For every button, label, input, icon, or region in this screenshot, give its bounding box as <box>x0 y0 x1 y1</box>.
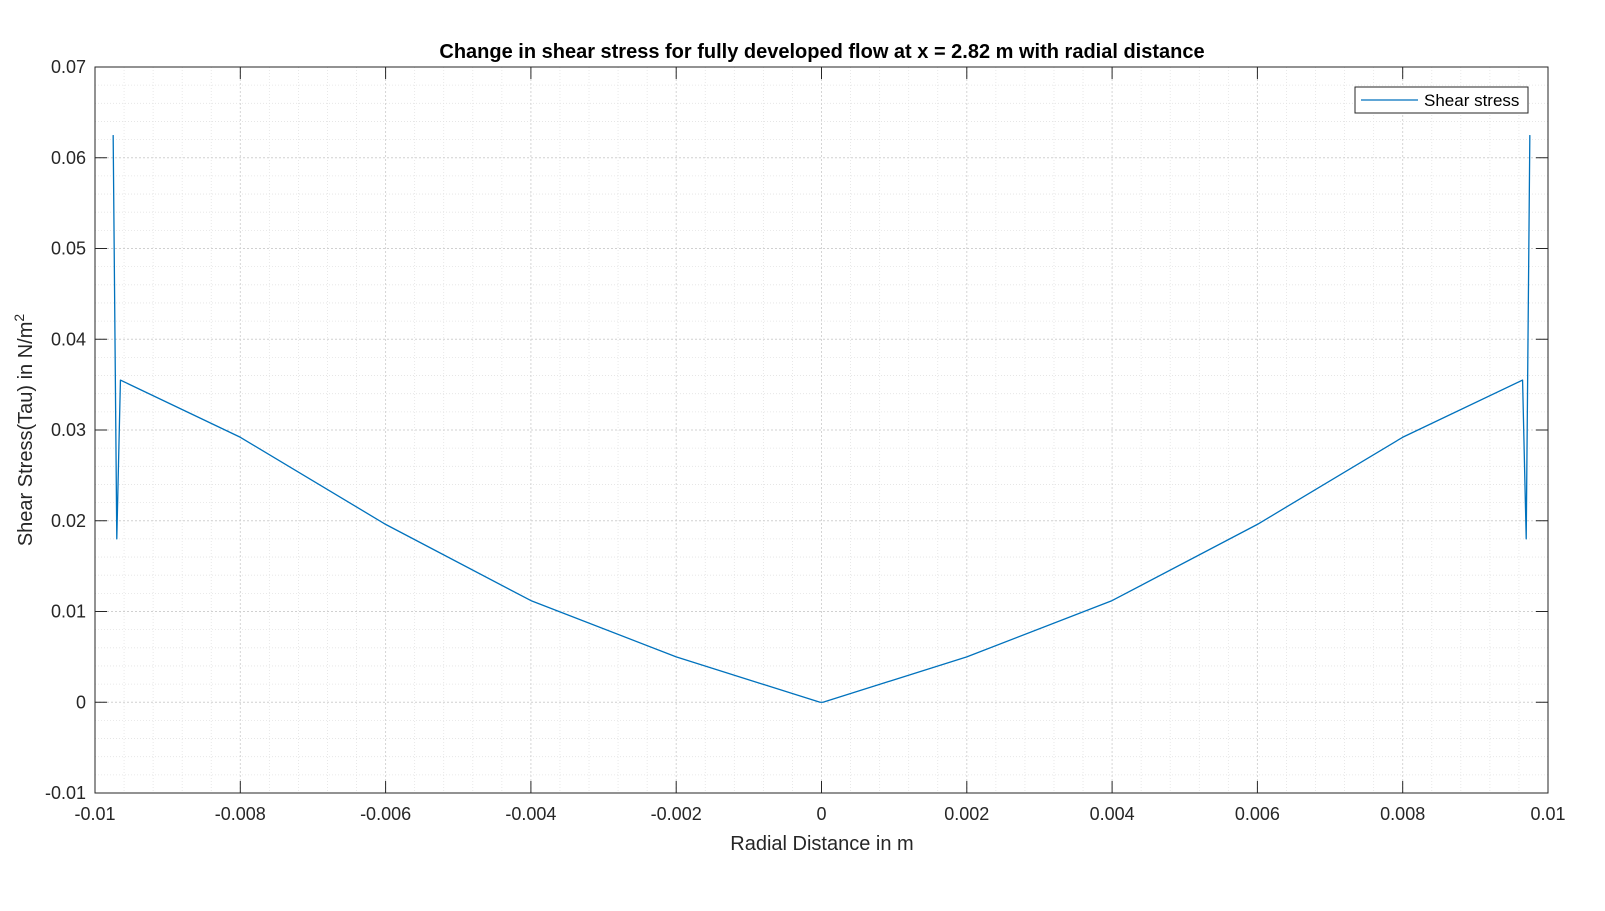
series-layer <box>112 135 1531 703</box>
x-tick-label: 0 <box>816 804 826 824</box>
y-tick-label: 0.02 <box>51 511 86 531</box>
series-line-shear-stress <box>112 135 1531 703</box>
x-tick-label: 0.008 <box>1380 804 1425 824</box>
major-grid <box>94 66 1549 794</box>
y-axis-label-text: Shear Stress(Tau) in N/m <box>15 322 37 547</box>
y-tick-label: 0 <box>76 692 86 712</box>
x-tick-label: 0.006 <box>1235 804 1280 824</box>
x-tick-labels: -0.01 -0.008 -0.006 -0.004 -0.002 0 0.002 0.004… <box>74 804 1565 824</box>
y-tick-label: 0.04 <box>51 329 86 349</box>
chart-title: Change in shear stress for fully develop… <box>439 41 1204 63</box>
y-tick-label: 0.06 <box>51 148 86 168</box>
legend: Shear stress <box>1354 86 1529 114</box>
x-tick-label: 0.01 <box>1530 804 1565 824</box>
y-tick-label: 0.07 <box>51 57 86 77</box>
x-axis-label: Radial Distance in m <box>730 833 913 855</box>
y-axis-label-superscript: 2 <box>11 314 27 322</box>
legend-label-shear-stress: Shear stress <box>1424 91 1519 110</box>
x-tick-label: -0.006 <box>360 804 411 824</box>
y-axis-label: Shear Stress(Tau) in N/m2 <box>11 314 37 547</box>
x-tick-label: -0.01 <box>74 804 115 824</box>
y-tick-label: 0.01 <box>51 602 86 622</box>
x-tick-label: 0.002 <box>944 804 989 824</box>
x-tick-label: -0.004 <box>505 804 556 824</box>
x-tick-label: 0.004 <box>1090 804 1135 824</box>
x-tick-label: -0.008 <box>215 804 266 824</box>
y-tick-label: 0.05 <box>51 239 86 259</box>
y-tick-label: -0.01 <box>45 783 86 803</box>
y-tick-label: 0.03 <box>51 420 86 440</box>
tick-marks <box>94 66 1549 794</box>
x-tick-label: -0.002 <box>651 804 702 824</box>
y-tick-labels: -0.01 0 0.01 0.02 0.03 0.04 0.05 0.06 0.07 <box>45 57 86 803</box>
